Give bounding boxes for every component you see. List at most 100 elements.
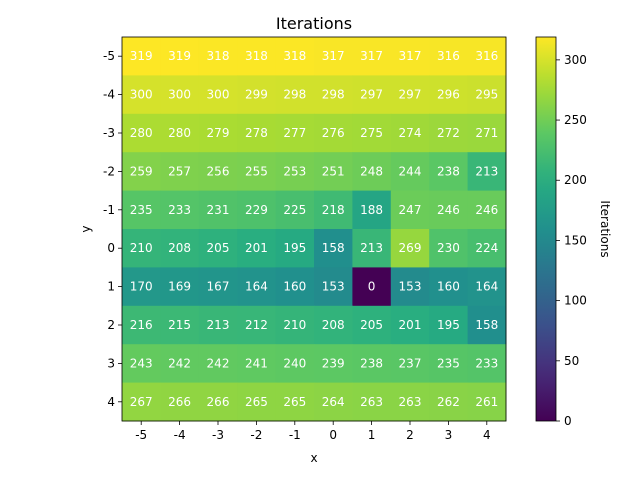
x-axis-label: x: [310, 451, 317, 465]
heatmap-cell: [237, 229, 277, 268]
heatmap-cell: [275, 344, 315, 384]
heatmap-cell: [352, 382, 392, 422]
heatmap-cell: [198, 152, 238, 192]
heatmap-cell: [467, 152, 507, 192]
x-axis-ticks: -5 -4 -3 -2 -1 0 1 2 3 4: [135, 421, 491, 442]
heatmap-cell: [352, 152, 392, 192]
cell-value-label: 318: [207, 49, 230, 63]
heatmap-cell: [122, 190, 161, 230]
x-tick-label: 3: [445, 428, 453, 442]
heatmap-cell: [390, 190, 430, 230]
x-tick-label: -1: [289, 428, 301, 442]
heatmap-cell: [314, 229, 353, 268]
cell-value-label: 317: [360, 49, 383, 63]
cell-value-label: 278: [245, 126, 268, 140]
cell-value-label: 271: [475, 126, 498, 140]
heatmap-cell: [390, 75, 430, 115]
cell-value-label: 237: [399, 356, 422, 370]
heatmap-cell: [275, 190, 315, 230]
cell-value-label: 247: [399, 203, 422, 217]
cell-value-label: 210: [283, 318, 306, 332]
colorbar-tick-label: 150: [564, 233, 587, 247]
heatmap-cell: [198, 75, 238, 115]
cell-value-label: 263: [360, 395, 383, 409]
cell-value-label: 272: [437, 126, 460, 140]
cell-value-label: 235: [437, 356, 460, 370]
cell-value-label: 229: [245, 203, 268, 217]
cell-value-label: 216: [130, 318, 153, 332]
cell-value-label: 266: [207, 395, 230, 409]
heatmap-cell: [390, 305, 430, 345]
heatmap-cell: [160, 382, 200, 422]
y-tick-label: 2: [107, 318, 115, 332]
y-tick-label: 4: [107, 395, 115, 409]
heatmap-cell: [275, 113, 315, 153]
cell-value-label: 257: [168, 164, 191, 178]
heatmap-cell: [390, 37, 430, 76]
heatmap-cell: [390, 229, 430, 268]
colorbar-tick-label: 300: [564, 53, 587, 67]
heatmap-cell: [352, 267, 392, 307]
cell-value-label: 262: [437, 395, 460, 409]
cell-value-label: 300: [130, 88, 153, 102]
y-tick-label: -1: [103, 203, 115, 217]
cell-value-label: 266: [168, 395, 191, 409]
colorbar-tick-label: 100: [564, 294, 587, 308]
colorbar-tick-label: 0: [564, 414, 572, 428]
cell-value-label: 213: [475, 164, 498, 178]
heatmap-cell: [314, 152, 353, 192]
cell-value-label: 317: [399, 49, 422, 63]
heatmap-cell: [390, 382, 430, 422]
cell-value-label: 164: [475, 280, 498, 294]
plot-frame: [121, 36, 507, 422]
cell-value-label: 201: [399, 318, 422, 332]
heatmap-cell: [198, 267, 238, 307]
cell-value-label: 215: [168, 318, 191, 332]
heatmap-cell: [314, 344, 353, 384]
heatmap-cell: [275, 305, 315, 345]
heatmap-cell: [429, 382, 469, 422]
cell-value-label: 318: [283, 49, 306, 63]
heatmap-cell: [314, 305, 353, 345]
heatmap-cell: [160, 229, 200, 268]
x-tick-label: 4: [483, 428, 491, 442]
heatmap-cell: [122, 382, 161, 422]
heatmap-cell: [429, 37, 469, 76]
cell-value-label: 298: [283, 88, 306, 102]
cell-value-label: 188: [360, 203, 383, 217]
y-tick-label: -2: [103, 164, 115, 178]
cell-value-label: 269: [399, 241, 422, 255]
heatmap-cell: [429, 229, 469, 268]
heatmap-cell: [122, 344, 161, 384]
heatmap-cell: [352, 229, 392, 268]
cell-value-label: 264: [322, 395, 345, 409]
cell-value-label: 210: [130, 241, 153, 255]
chart-title: Iterations: [276, 14, 352, 33]
cell-value-label: 208: [322, 318, 345, 332]
heatmap-cell: [237, 37, 277, 76]
heatmap-cell: [198, 229, 238, 268]
heatmap-cell: [160, 113, 200, 153]
heatmap-cell: [237, 75, 277, 115]
cell-value-label: 160: [283, 280, 306, 294]
heatmap-cell: [275, 229, 315, 268]
y-axis-label: y: [79, 225, 93, 232]
heatmap-cell: [237, 305, 277, 345]
cell-value-label: 233: [168, 203, 191, 217]
cell-value-label: 195: [437, 318, 460, 332]
heatmap-cell: [314, 113, 353, 153]
cell-value-label: 280: [168, 126, 191, 140]
cell-value-label: 253: [283, 164, 306, 178]
cell-value-label: 242: [168, 356, 191, 370]
cell-value-label: 300: [207, 88, 230, 102]
heatmap-cell: [198, 190, 238, 230]
heatmap-cell: [237, 344, 277, 384]
heatmap-cell-labels: 319 319 318 318 318 317 317 317 316 316 300 300 300 2…: [130, 49, 499, 409]
heatmap-cell: [429, 113, 469, 153]
cell-value-label: 201: [245, 241, 268, 255]
cell-value-label: 319: [130, 49, 153, 63]
cell-value-label: 275: [360, 126, 383, 140]
heatmap-cell: [467, 267, 507, 307]
cell-value-label: 233: [475, 356, 498, 370]
heatmap-cell: [160, 75, 200, 115]
